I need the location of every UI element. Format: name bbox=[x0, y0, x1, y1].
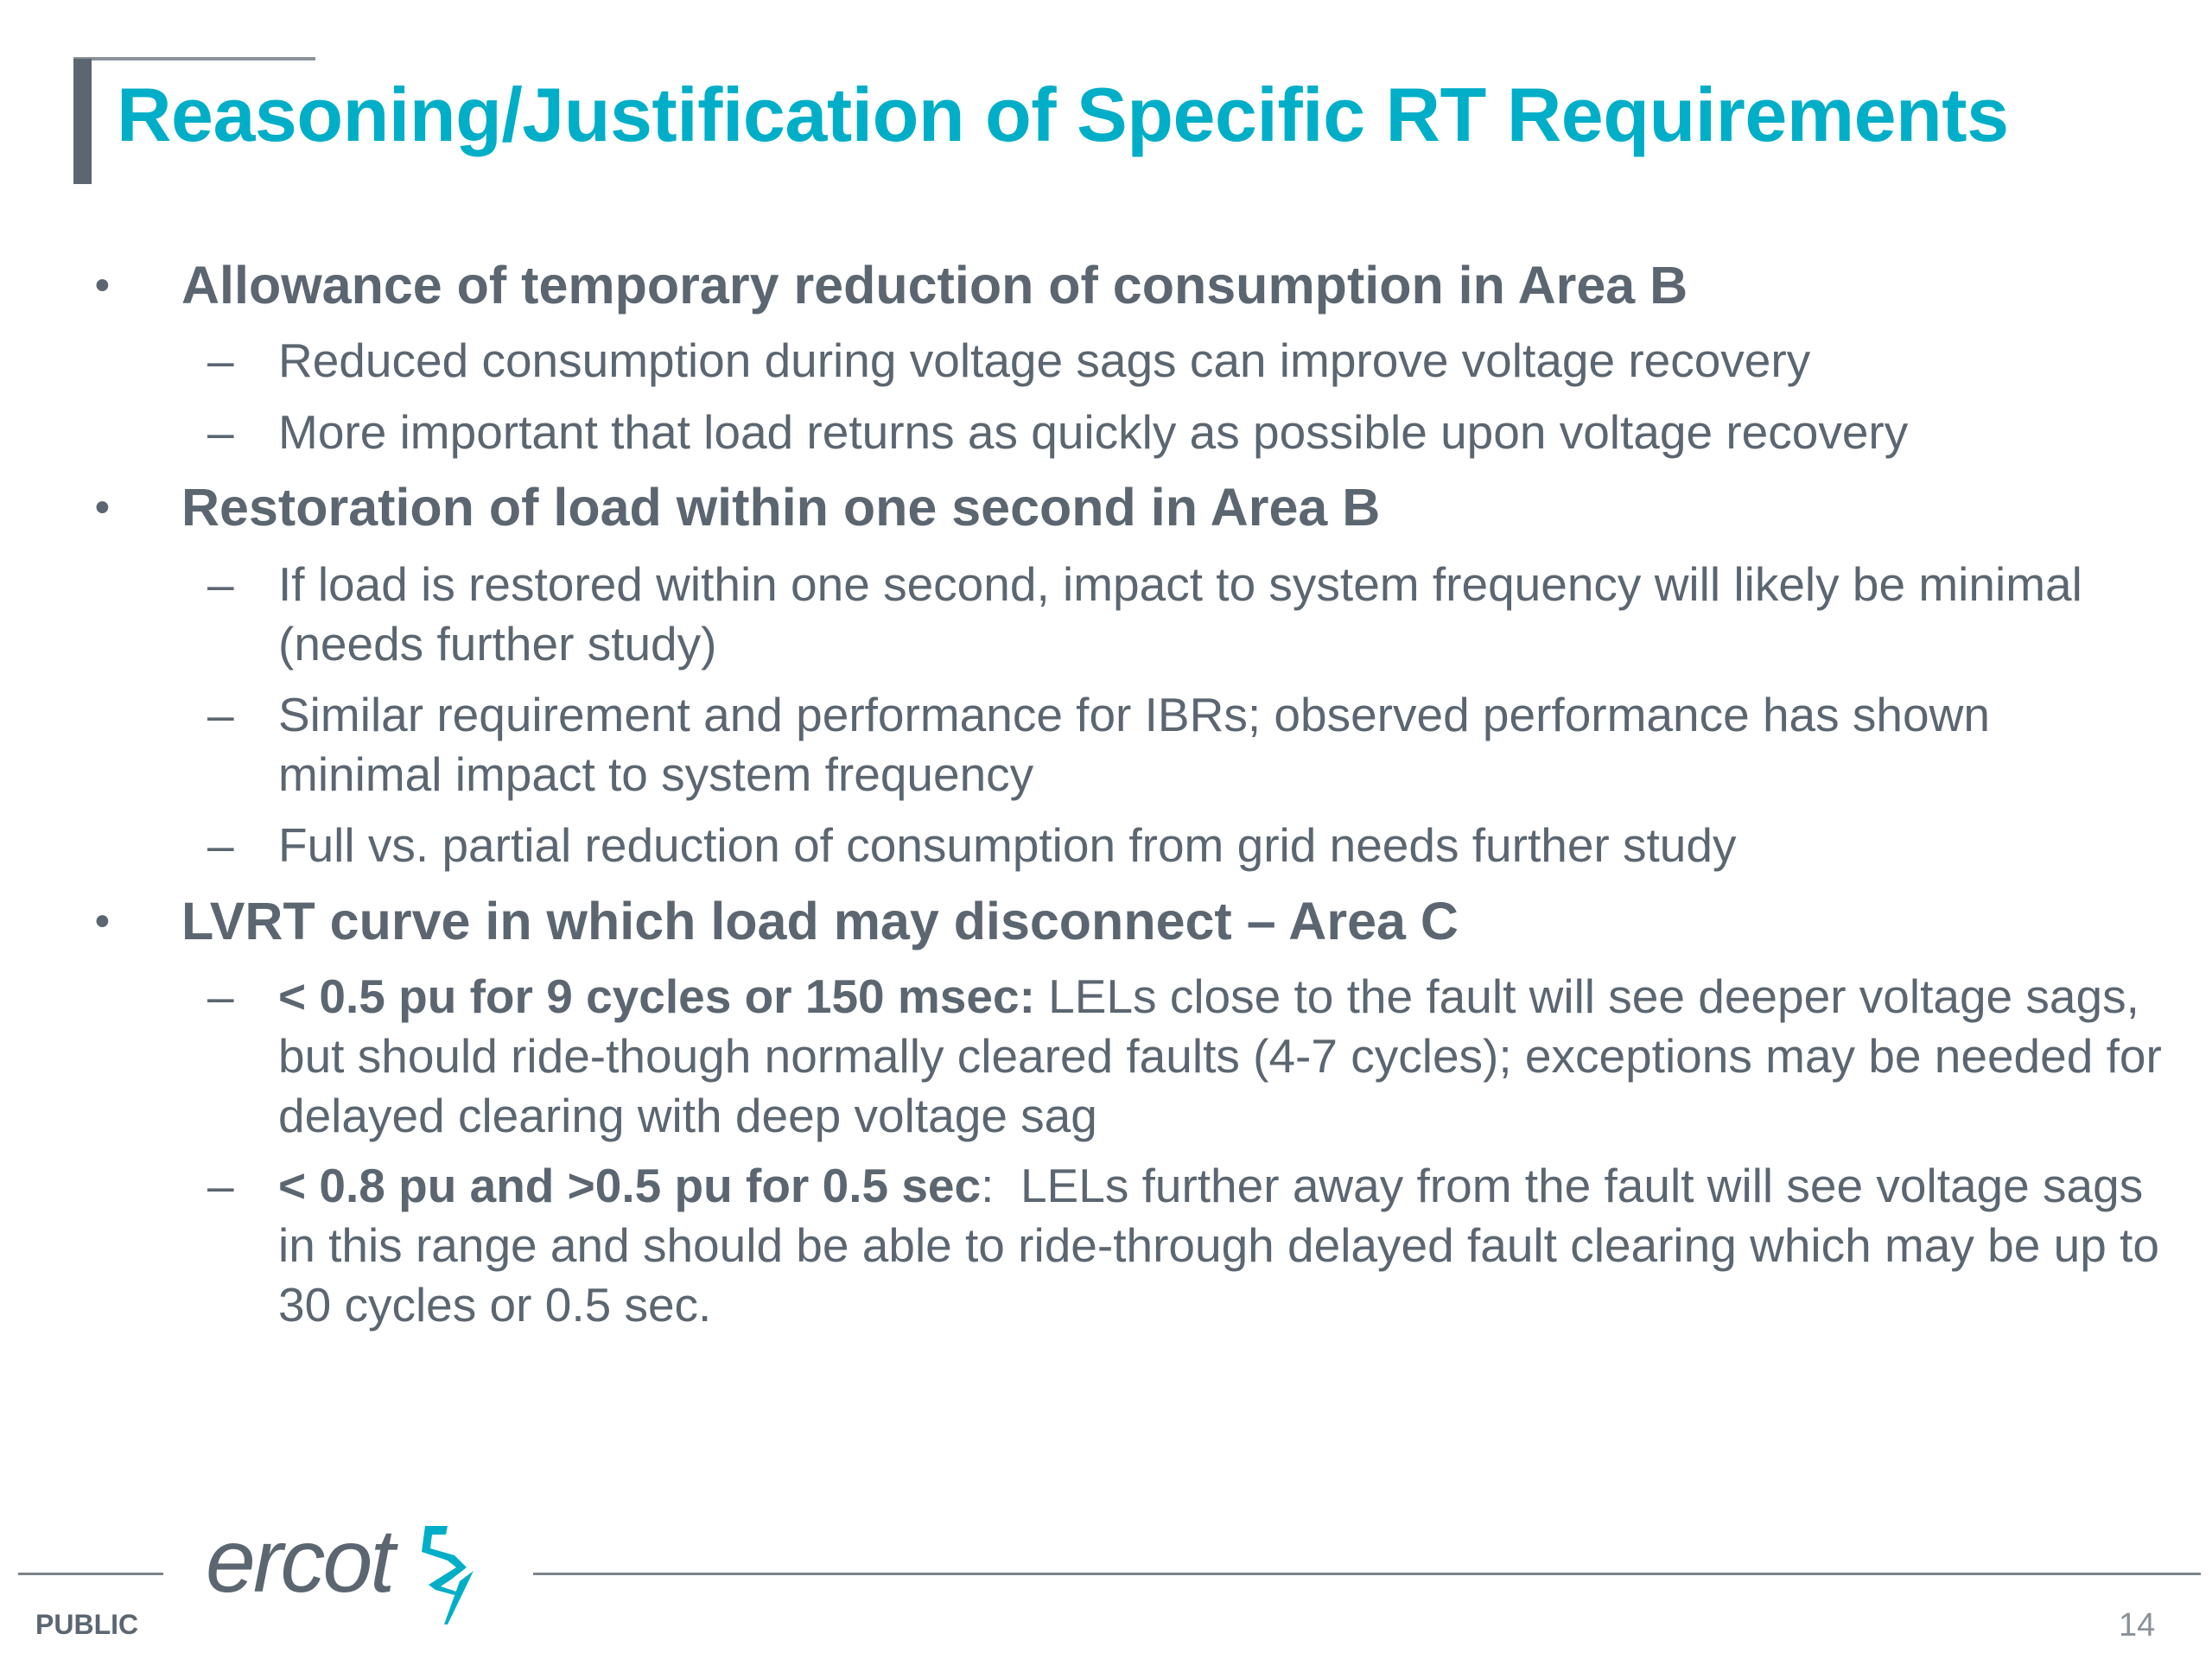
bullet-icon: • bbox=[95, 263, 110, 308]
bullet-text: LVRT curve in which load may disconnect … bbox=[181, 892, 1459, 950]
footer-divider-right bbox=[533, 1573, 2201, 1575]
title-accent-line bbox=[73, 57, 315, 60]
page-title: Reasoning/Justification of Specific RT R… bbox=[117, 72, 2009, 157]
title-accent-bar bbox=[73, 59, 92, 184]
sub-bullet-text: Reduced consumption during voltage sags … bbox=[278, 334, 1811, 387]
footer-divider-left bbox=[18, 1573, 163, 1575]
sub-bullet-text: Full vs. partial reduction of consumptio… bbox=[278, 818, 1737, 872]
page-number: 14 bbox=[2119, 1607, 2156, 1643]
ercot-logo: ercot bbox=[206, 1511, 395, 1611]
sub-bullet-body: : LELs further away from the fault will … bbox=[278, 1159, 2173, 1332]
bullet-icon: • bbox=[95, 485, 110, 531]
ercot-logo-bolt-icon bbox=[406, 1522, 493, 1630]
sub-bullet-bold-lead: < 0.8 pu and >0.5 pu for 0.5 sec bbox=[278, 1159, 982, 1212]
sub-bullet-text: Similar requirement and performance for … bbox=[278, 688, 1990, 801]
dash-icon: – bbox=[207, 1159, 234, 1212]
dash-icon: – bbox=[207, 969, 234, 1023]
dash-icon: – bbox=[207, 557, 234, 611]
dash-icon: – bbox=[207, 688, 234, 741]
sub-bullet-bold-lead: < 0.5 pu for 9 cycles or 150 msec: bbox=[278, 969, 1035, 1023]
dash-icon: – bbox=[207, 334, 234, 387]
sub-bullet-body: LELs close to the fault will see deeper … bbox=[278, 969, 2162, 1142]
dash-icon: – bbox=[207, 818, 234, 872]
sub-bullet-text: < 0.5 pu for 9 cycles or 150 msec: LELs … bbox=[278, 967, 2162, 1146]
sub-bullet-text: More important that load returns as quic… bbox=[278, 405, 1909, 459]
dash-icon: – bbox=[207, 405, 234, 459]
sub-bullet-text: < 0.8 pu and >0.5 pu for 0.5 sec: LELs f… bbox=[278, 1156, 2162, 1335]
sub-bullet-text: If load is restored within one second, i… bbox=[278, 557, 2082, 671]
bullet-text: Allowance of temporary reduction of cons… bbox=[181, 256, 1688, 315]
bullet-text: Restoration of load within one second in… bbox=[181, 478, 1381, 537]
bullet-icon: • bbox=[95, 899, 110, 944]
classification-label: PUBLIC bbox=[35, 1609, 139, 1640]
